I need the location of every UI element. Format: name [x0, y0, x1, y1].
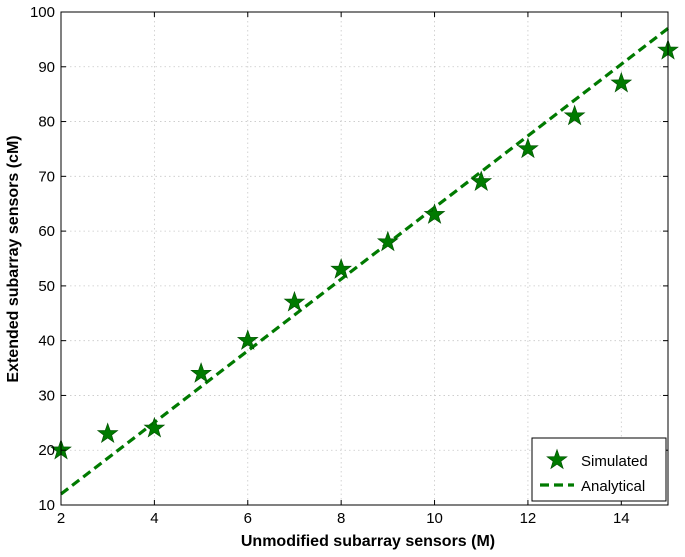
legend-label-simulated: Simulated [581, 453, 648, 470]
simulated-point [423, 203, 446, 224]
x-axis-label: Unmodified subarray sensors (M) [241, 533, 495, 550]
x-tick-label: 4 [150, 510, 158, 527]
legend-box [531, 437, 667, 502]
simulated-point [236, 329, 259, 350]
y-tick-label: 20 [38, 442, 55, 459]
y-tick-label: 40 [38, 333, 55, 350]
simulated-point [143, 416, 166, 438]
legend-label-analytical: Analytical [581, 478, 645, 495]
analytical-line [60, 27, 669, 496]
simulated-point [283, 290, 306, 312]
y-tick-label: 70 [38, 168, 55, 185]
y-tick-label: 10 [38, 497, 55, 514]
simulated-point [610, 71, 633, 93]
y-tick-label: 90 [38, 59, 55, 76]
plot-frame [60, 11, 669, 506]
x-tick-label: 12 [520, 510, 537, 527]
simulated-series [50, 38, 679, 460]
x-tick-label: 2 [57, 510, 65, 527]
simulated-point [470, 170, 493, 192]
legend: Simulated Analytical [531, 437, 667, 502]
simulated-point [563, 104, 586, 126]
legend-star-shape [546, 448, 568, 470]
y-tick-label: 60 [38, 223, 55, 240]
simulated-point [190, 362, 212, 383]
ticks [60, 11, 668, 506]
simulated-point [330, 258, 353, 279]
y-tick-label: 80 [38, 114, 55, 131]
y-tick-label: 50 [38, 278, 55, 295]
simulated-point [517, 137, 539, 159]
x-tick-label: 6 [244, 510, 252, 527]
simulated-point [376, 230, 399, 252]
analytical-series [60, 27, 669, 496]
simulated-point [96, 422, 119, 444]
y-tick-labels: 10 20 30 40 50 60 70 80 90 100 [30, 4, 55, 514]
y-tick-label: 100 [30, 4, 55, 21]
x-tick-label: 14 [613, 510, 630, 527]
legend-star-icon [546, 448, 568, 470]
y-tick-label: 30 [38, 387, 55, 404]
x-tick-label: 10 [426, 510, 443, 527]
y-axis-label: Extended subarray sensors (cM) [5, 135, 22, 382]
x-tick-label: 8 [337, 510, 345, 527]
x-tick-labels: 2 4 6 8 10 12 14 [57, 510, 630, 527]
